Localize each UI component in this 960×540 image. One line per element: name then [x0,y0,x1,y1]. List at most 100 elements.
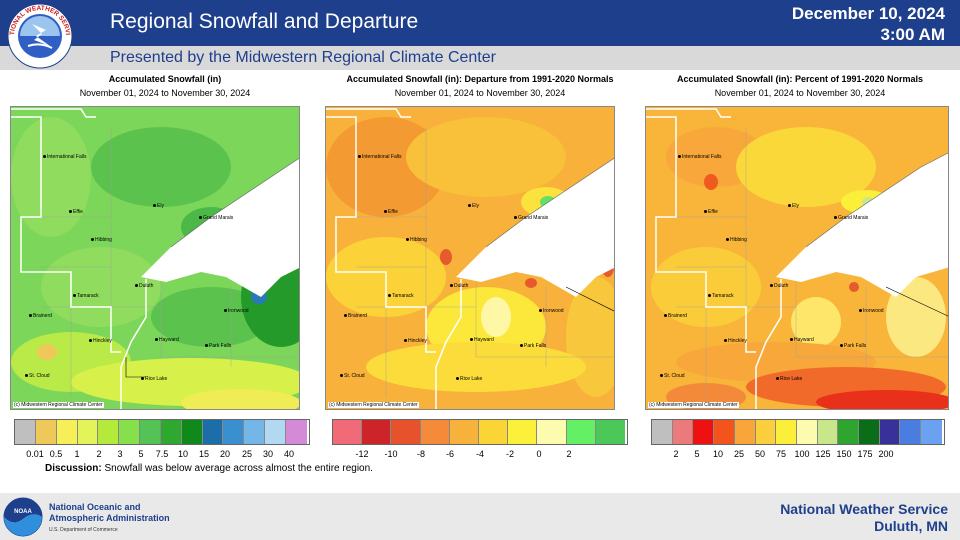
legend-tick-label: 1 [74,449,80,459]
legend-tick-label: 7.5 [155,449,169,459]
legend-swatch [776,420,797,444]
noaa-department: U.S. Department of Commerce [49,527,118,533]
city-label: St. Cloud [660,373,685,379]
map-credit: (c) Midwestern Regional Climate Center [648,402,739,408]
legend-swatch [478,420,509,444]
legend-swatch [449,420,479,444]
legend-swatch [734,420,756,444]
legend-tick-label: 30 [262,449,274,459]
legend-swatch [391,420,421,444]
nws-logo: NATIONAL WEATHER SERVICE [6,2,73,69]
city-label: Hayward [155,337,179,343]
city-label: Hibbing [406,237,427,243]
departure-legend [332,419,628,445]
legend-tick-label: 10 [712,449,724,459]
footer-bar: NOAA National Oceanic and Atmospheric Ad… [0,493,960,540]
city-label: Park Falls [840,343,866,349]
panel-snowfall: Accumulated Snowfall (in) November 01, 2… [10,74,320,410]
legend-tick-label: 75 [775,449,787,459]
legend-swatch [714,420,735,444]
city-label: Ely [788,203,799,209]
legend-swatch [333,420,363,444]
city-label: Hinckley [404,338,427,344]
panel-percent: Accumulated Snowfall (in): Percent of 19… [645,74,955,410]
legend-swatch [160,420,182,444]
legend-swatch [181,420,203,444]
city-label: Park Falls [520,343,546,349]
legend-tick-label: 25 [733,449,745,459]
city-label: Tamarack [73,293,99,299]
header-time: 3:00 AM [880,25,945,44]
map-departure: International Falls Effie Ely Grand Mara… [325,106,615,410]
city-label: Duluth [135,283,153,289]
city-label: Brainerd [664,313,687,319]
legend-swatch [652,420,673,444]
city-label: Park Falls [205,343,231,349]
city-label: Ironwood [224,308,249,314]
city-label: International Falls [43,154,86,160]
legend-tick-label: 125 [815,449,831,459]
city-label: Effie [69,209,83,215]
legend-swatch [817,420,839,444]
legend-tick-label: 40 [283,449,295,459]
legend-swatch [508,420,538,444]
panel-title: Accumulated Snowfall (in) [108,74,222,84]
legend-swatch [285,420,307,444]
discussion-text: Discussion: Snowfall was below average a… [45,463,373,474]
legend-swatch [879,420,901,444]
legend-swatch [859,420,880,444]
noaa-logo: NOAA [3,497,43,537]
city-label: Hinckley [89,338,112,344]
city-label: Rice Lake [141,376,167,382]
legend-swatch [362,420,392,444]
legend-swatch [672,420,694,444]
legend-swatch [796,420,818,444]
city-label: Ironwood [539,308,564,314]
noaa-name-line2: Atmospheric Administration [49,513,170,523]
legend-tick-label: 200 [878,449,894,459]
legend-swatch [537,420,567,444]
departure-legend-labels: -12 -10 -8 -6 -4 -2 0 2 [332,449,628,461]
legend-tick-label: 50 [754,449,766,459]
legend-swatch [693,420,715,444]
city-label: Ely [153,203,164,209]
map-percent: International Falls Effie Ely Grand Mara… [645,106,949,410]
nws-office-line1: National Weather Service [780,501,948,517]
city-label: Hayward [470,337,494,343]
header-datetime: December 10, 2024 3:00 AM [792,3,945,45]
subheader-text: Presented by the Midwestern Regional Cli… [110,49,496,66]
city-label: Hayward [790,337,814,343]
city-label: Grand Marais [834,215,868,221]
city-label: Hibbing [726,237,747,243]
legend-tick-label: 0.01 [26,449,44,459]
legend-tick-label: -6 [445,449,455,459]
header-bar: Regional Snowfall and Departure December… [0,0,960,46]
legend-swatch [921,420,942,444]
legend-tick-label: 5 [694,449,700,459]
svg-text:NOAA: NOAA [14,509,32,515]
discussion-body: Snowfall was below average across almost… [104,463,373,474]
legend-swatch [900,420,922,444]
map-credit: (c) Midwestern Regional Climate Center [13,402,104,408]
map-snowfall: International Falls Effie Ely Grand Mara… [10,106,300,410]
city-label: Effie [384,209,398,215]
legend-tick-label: 175 [857,449,873,459]
city-label: International Falls [358,154,401,160]
legend-tick-label: 150 [836,449,852,459]
legend-swatch [56,420,78,444]
legend-swatch [566,420,596,444]
city-label: Ely [468,203,479,209]
legend-tick-label: 0.5 [49,449,63,459]
city-label: Brainerd [344,313,367,319]
city-label: Ironwood [859,308,884,314]
legend-swatch [98,420,120,444]
noaa-name: National Oceanic and Atmospheric Adminis… [49,502,170,524]
legend-tick-label: 2 [566,449,572,459]
header-date: December 10, 2024 [791,4,945,23]
legend-tick-label: 20 [219,449,231,459]
noaa-name-line1: National Oceanic and [49,502,141,512]
city-label: Grand Marais [514,215,548,221]
city-label: Rice Lake [776,376,802,382]
legend-tick-label: -12 [355,449,369,459]
city-label: Grand Marais [199,215,233,221]
